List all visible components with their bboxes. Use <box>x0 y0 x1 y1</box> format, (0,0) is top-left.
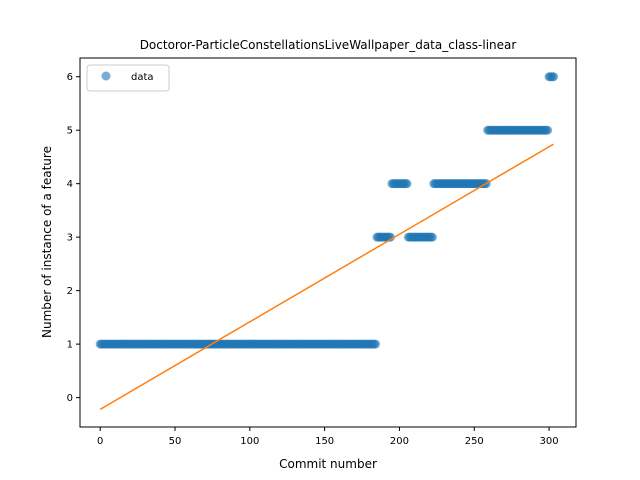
x-axis: 0 50 100 150 200 250 300 <box>97 427 559 447</box>
y-tick-label: 5 <box>67 126 73 137</box>
data-point <box>549 72 559 82</box>
x-tick-label: 200 <box>390 436 409 447</box>
data-point <box>385 232 395 242</box>
x-tick-label: 100 <box>240 436 259 447</box>
fit-line <box>99 143 554 410</box>
legend: data <box>86 64 170 92</box>
chart-title: Doctoror-ParticleConstellationsLiveWallp… <box>140 38 517 52</box>
x-tick-label: 150 <box>315 436 334 447</box>
data-point <box>371 339 381 349</box>
data-points <box>95 72 559 349</box>
x-tick-label: 250 <box>465 436 484 447</box>
x-tick-label: 50 <box>169 436 182 447</box>
x-tick-label: 0 <box>97 436 103 447</box>
y-axis: 0 1 2 3 4 5 6 <box>67 72 80 404</box>
data-point <box>402 179 412 189</box>
y-tick-label: 3 <box>67 233 73 244</box>
y-tick-label: 4 <box>67 179 73 190</box>
legend-marker <box>101 71 111 81</box>
legend-label-data: data <box>131 72 154 83</box>
y-tick-label: 0 <box>67 393 73 404</box>
plot-frame <box>79 57 577 428</box>
y-tick-label: 1 <box>67 340 73 351</box>
x-tick-label: 300 <box>540 436 559 447</box>
x-axis-label: Commit number <box>279 457 377 471</box>
fit-line-layer <box>99 143 554 410</box>
legend-box <box>86 64 170 92</box>
data-point <box>543 125 553 135</box>
y-tick-label: 6 <box>67 72 73 83</box>
y-axis-label: Number of instance of a feature <box>40 146 54 338</box>
y-tick-label: 2 <box>67 286 73 297</box>
data-point <box>427 232 437 242</box>
